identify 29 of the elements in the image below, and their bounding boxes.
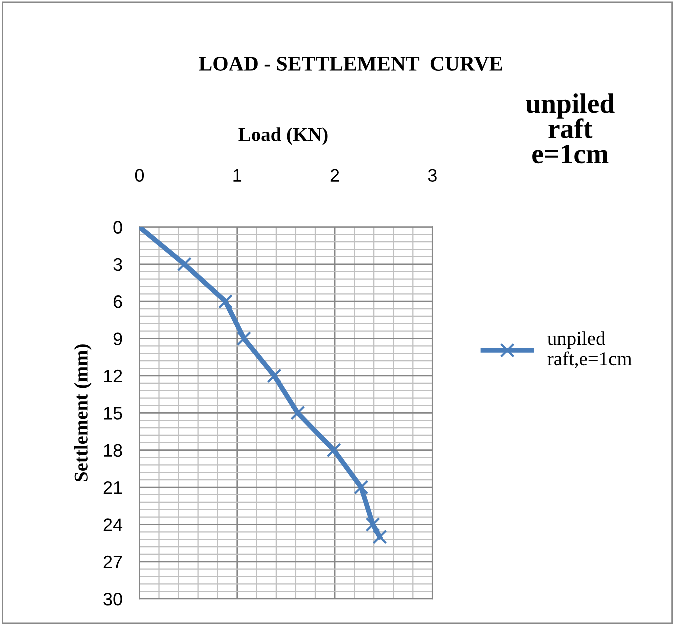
x-tick-label: 3 [428,169,437,182]
y-tick-label: 9 [114,332,122,346]
y-tick-label: 30 [104,593,122,606]
y-axis-title: Settlement (mm) [74,344,92,482]
x-tick-label: 1 [234,169,242,182]
y-tick-label: 15 [104,407,122,420]
y-tick-label: 3 [114,258,122,272]
chart-title: LOAD - SETTLEMENT CURVE [199,56,502,72]
point [354,480,369,495]
point [267,368,282,384]
point [177,257,192,272]
point [326,443,342,458]
y-tick-label: 18 [104,444,122,458]
point [236,331,252,346]
point [290,406,306,420]
legend-label: unpiled raft,e=1cm [548,332,632,368]
point [218,294,233,309]
point [366,517,380,532]
text: unpiled raft e=1cm [526,94,615,164]
y-tick-label: 27 [104,556,122,568]
y-tick-label: 6 [114,296,122,308]
x-tick-label: 2 [330,169,340,182]
y-tick-label: 12 [104,370,122,383]
y-tick-label: 0 [114,221,122,234]
x-tick-label: 0 [135,169,144,182]
y-tick-label: 24 [104,518,123,532]
x-axis-title: Load (KN) [238,128,328,146]
point [372,530,388,544]
y-tick-label: 21 [104,481,122,494]
